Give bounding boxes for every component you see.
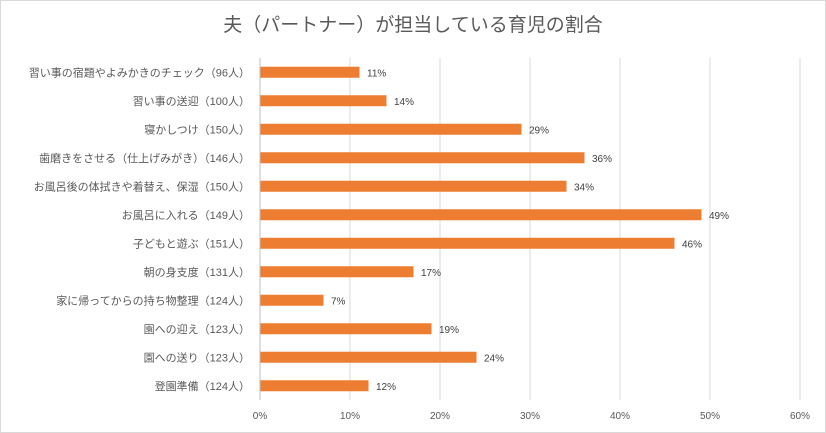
category-label: 習い事の宿題やよみかきのチェック（96人） (29, 65, 250, 79)
category-label: 朝の身支度（131人） (144, 265, 250, 279)
bar (260, 351, 477, 363)
data-label: 19% (439, 325, 459, 336)
category-label: 習い事の送迎（100人） (133, 94, 250, 108)
data-label: 36% (592, 154, 612, 165)
bar (260, 180, 567, 192)
x-tick-label: 30% (520, 411, 540, 422)
bar (260, 123, 522, 135)
category-label: 子どもと遊ぶ（151人） (133, 236, 250, 250)
category-label: 家に帰ってからの持ち物整理（124人） (56, 293, 250, 307)
category-label: お風呂後の体拭きや着替え、保湿（150人） (34, 179, 250, 193)
bar (260, 209, 702, 221)
chart-title: 夫（パートナー）が担当している育児の割合 (223, 15, 603, 36)
category-label: 歯磨きをさせる（仕上げみがき）（146人） (39, 151, 250, 165)
data-label: 24% (484, 353, 504, 364)
data-label: 17% (421, 268, 441, 279)
data-label: 34% (574, 182, 594, 193)
category-label: 登園準備（124人） (155, 379, 250, 393)
category-label: 園への送り（123人） (144, 350, 250, 364)
x-tick-label: 10% (340, 411, 360, 422)
data-label: 12% (376, 382, 396, 393)
x-tick-label: 60% (790, 411, 810, 422)
bar (260, 152, 585, 164)
data-label: 7% (331, 296, 346, 307)
bar (260, 95, 387, 107)
data-label: 46% (682, 239, 702, 250)
x-tick-label: 50% (700, 411, 720, 422)
x-tick-label: 40% (610, 411, 630, 422)
bar (260, 266, 414, 278)
data-label: 29% (529, 125, 549, 136)
bar (260, 323, 432, 335)
bar (260, 66, 360, 78)
x-tick-label: 0% (253, 411, 268, 422)
category-label: 寝かしつけ（150人） (144, 122, 250, 136)
category-label: 園への迎え（123人） (144, 323, 250, 336)
category-label: お風呂に入れる（149人） (122, 209, 250, 222)
data-label: 11% (367, 68, 386, 79)
x-tick-label: 20% (430, 411, 450, 422)
data-label: 14% (394, 97, 414, 108)
bar (260, 237, 675, 249)
data-label: 49% (709, 211, 729, 222)
bar (260, 380, 369, 392)
bar (260, 294, 324, 306)
